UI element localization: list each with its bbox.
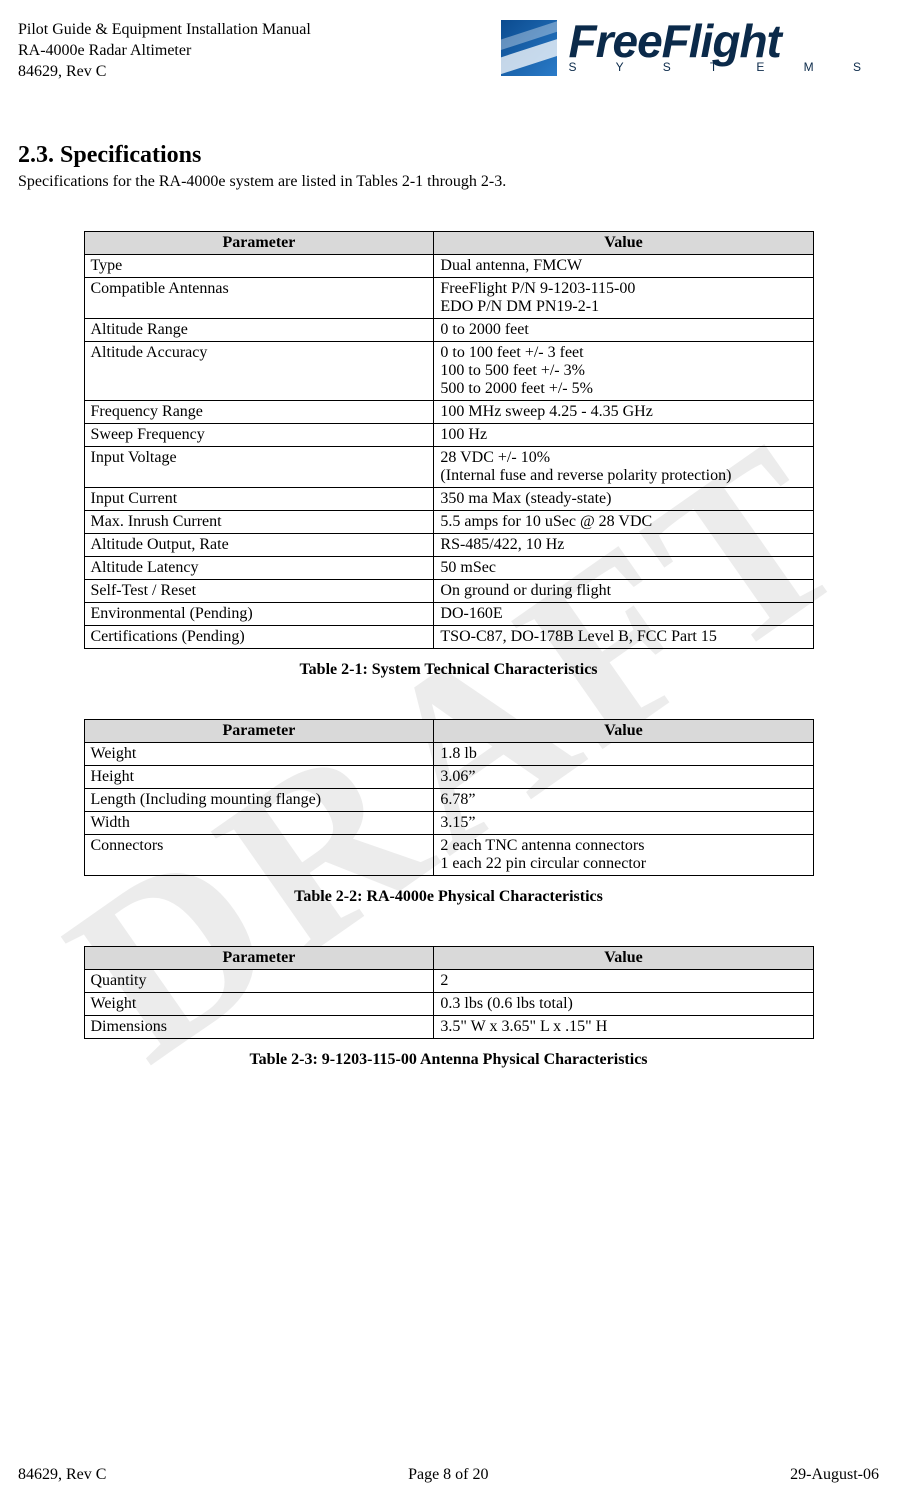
table-row: Altitude Output, RateRS-485/422, 10 Hz <box>84 534 813 557</box>
cell-parameter: Quantity <box>84 970 434 993</box>
cell-value: 0 to 2000 feet <box>434 319 813 342</box>
table-row: Self-Test / ResetOn ground or during fli… <box>84 580 813 603</box>
cell-value: 0.3 lbs (0.6 lbs total) <box>434 993 813 1016</box>
cell-parameter: Connectors <box>84 835 434 876</box>
table-row: Input Voltage28 VDC +/- 10% (Internal fu… <box>84 447 813 488</box>
cell-value: 2 each TNC antenna connectors 1 each 22 … <box>434 835 813 876</box>
table-header-value: Value <box>434 720 813 743</box>
cell-parameter: Altitude Accuracy <box>84 342 434 401</box>
footer-center: Page 8 of 20 <box>408 1466 488 1484</box>
tables-host: ParameterValueTypeDual antenna, FMCWComp… <box>18 231 879 1069</box>
table-caption-t3: Table 2-3: 9-1203-115-00 Antenna Physica… <box>18 1051 879 1069</box>
table-row: Weight0.3 lbs (0.6 lbs total) <box>84 993 813 1016</box>
table-row: Altitude Accuracy0 to 100 feet +/- 3 fee… <box>84 342 813 401</box>
table-header-parameter: Parameter <box>84 720 434 743</box>
cell-parameter: Certifications (Pending) <box>84 626 434 649</box>
table-row: Weight1.8 lb <box>84 743 813 766</box>
table-caption-t2: Table 2-2: RA-4000e Physical Characteris… <box>18 888 879 906</box>
cell-value: 6.78” <box>434 789 813 812</box>
cell-parameter: Length (Including mounting flange) <box>84 789 434 812</box>
cell-value: On ground or during flight <box>434 580 813 603</box>
table-header-value: Value <box>434 947 813 970</box>
logo-title: FreeFlight <box>569 20 879 62</box>
table-row: Environmental (Pending)DO-160E <box>84 603 813 626</box>
table-row: Max. Inrush Current5.5 amps for 10 uSec … <box>84 511 813 534</box>
header-line-1: Pilot Guide & Equipment Installation Man… <box>18 20 311 41</box>
cell-value: 28 VDC +/- 10% (Internal fuse and revers… <box>434 447 813 488</box>
cell-value: Dual antenna, FMCW <box>434 255 813 278</box>
cell-value: 100 Hz <box>434 424 813 447</box>
cell-parameter: Input Current <box>84 488 434 511</box>
footer-right: 29-August-06 <box>790 1466 879 1484</box>
table-row: Quantity2 <box>84 970 813 993</box>
spec-table-t2: ParameterValueWeight1.8 lbHeight3.06”Len… <box>84 719 814 876</box>
table-header-value: Value <box>434 232 813 255</box>
cell-parameter: Self-Test / Reset <box>84 580 434 603</box>
cell-value: 2 <box>434 970 813 993</box>
cell-parameter: Weight <box>84 993 434 1016</box>
table-row: Sweep Frequency100 Hz <box>84 424 813 447</box>
table-row: Frequency Range100 MHz sweep 4.25 - 4.35… <box>84 401 813 424</box>
cell-parameter: Dimensions <box>84 1016 434 1039</box>
cell-parameter: Compatible Antennas <box>84 278 434 319</box>
table-row: Length (Including mounting flange)6.78” <box>84 789 813 812</box>
table-caption-t1: Table 2-1: System Technical Characterist… <box>18 661 879 679</box>
header-text-block: Pilot Guide & Equipment Installation Man… <box>18 20 311 82</box>
table-row: Height3.06” <box>84 766 813 789</box>
table-row: Altitude Latency50 mSec <box>84 557 813 580</box>
cell-value: 350 ma Max (steady-state) <box>434 488 813 511</box>
cell-parameter: Width <box>84 812 434 835</box>
table-row: Compatible AntennasFreeFlight P/N 9-1203… <box>84 278 813 319</box>
table-row: Input Current350 ma Max (steady-state) <box>84 488 813 511</box>
cell-value: TSO-C87, DO-178B Level B, FCC Part 15 <box>434 626 813 649</box>
cell-parameter: Altitude Range <box>84 319 434 342</box>
logo-subtitle: S Y S T E M S <box>569 60 879 74</box>
table-row: Altitude Range0 to 2000 feet <box>84 319 813 342</box>
cell-value: 100 MHz sweep 4.25 - 4.35 GHz <box>434 401 813 424</box>
section-intro: Specifications for the RA-4000e system a… <box>18 173 879 191</box>
header-line-3: 84629, Rev C <box>18 62 311 83</box>
table-row: Certifications (Pending)TSO-C87, DO-178B… <box>84 626 813 649</box>
cell-parameter: Sweep Frequency <box>84 424 434 447</box>
logo-mark-icon <box>501 20 557 76</box>
page-footer: 84629, Rev C Page 8 of 20 29-August-06 <box>18 1466 879 1484</box>
logo: FreeFlight S Y S T E M S <box>501 20 879 76</box>
cell-parameter: Type <box>84 255 434 278</box>
footer-left: 84629, Rev C <box>18 1466 106 1484</box>
table-header-parameter: Parameter <box>84 947 434 970</box>
header-line-2: RA-4000e Radar Altimeter <box>18 41 311 62</box>
cell-value: DO-160E <box>434 603 813 626</box>
cell-value: 1.8 lb <box>434 743 813 766</box>
cell-value: 3.06” <box>434 766 813 789</box>
section-heading: 2.3. Specifications <box>18 142 879 169</box>
page-header: Pilot Guide & Equipment Installation Man… <box>18 20 879 82</box>
cell-parameter: Height <box>84 766 434 789</box>
cell-value: 5.5 amps for 10 uSec @ 28 VDC <box>434 511 813 534</box>
spec-table-t3: ParameterValueQuantity2Weight0.3 lbs (0.… <box>84 946 814 1039</box>
cell-value: FreeFlight P/N 9-1203-115-00 EDO P/N DM … <box>434 278 813 319</box>
cell-value: 0 to 100 feet +/- 3 feet 100 to 500 feet… <box>434 342 813 401</box>
spec-table-t1: ParameterValueTypeDual antenna, FMCWComp… <box>84 231 814 649</box>
cell-value: 3.5" W x 3.65" L x .15" H <box>434 1016 813 1039</box>
cell-parameter: Environmental (Pending) <box>84 603 434 626</box>
cell-parameter: Altitude Latency <box>84 557 434 580</box>
cell-parameter: Frequency Range <box>84 401 434 424</box>
table-row: TypeDual antenna, FMCW <box>84 255 813 278</box>
cell-value: RS-485/422, 10 Hz <box>434 534 813 557</box>
cell-parameter: Max. Inrush Current <box>84 511 434 534</box>
table-header-parameter: Parameter <box>84 232 434 255</box>
cell-parameter: Input Voltage <box>84 447 434 488</box>
table-row: Connectors2 each TNC antenna connectors … <box>84 835 813 876</box>
cell-parameter: Altitude Output, Rate <box>84 534 434 557</box>
table-row: Width3.15” <box>84 812 813 835</box>
table-row: Dimensions3.5" W x 3.65" L x .15" H <box>84 1016 813 1039</box>
cell-parameter: Weight <box>84 743 434 766</box>
cell-value: 50 mSec <box>434 557 813 580</box>
cell-value: 3.15” <box>434 812 813 835</box>
